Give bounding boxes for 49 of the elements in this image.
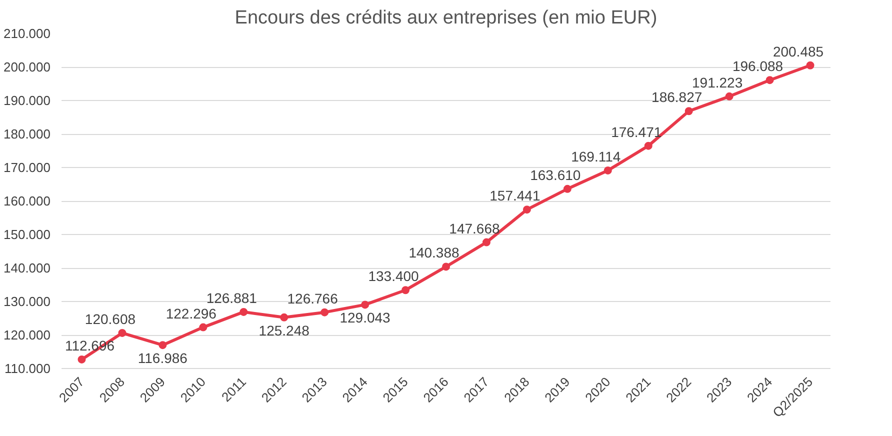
point (725, 92, 734, 100)
data-label: 196.088 (732, 58, 784, 74)
point (240, 308, 248, 316)
point (402, 286, 410, 294)
y-tick-label: 120.000 (4, 328, 51, 342)
data-label: 176.471 (611, 124, 662, 140)
point (361, 300, 370, 309)
point (199, 323, 208, 332)
point (78, 355, 86, 364)
data-label: 126.766 (287, 290, 338, 306)
data-label: 163.610 (530, 166, 581, 183)
y-tick-label: 170.000 (4, 160, 51, 175)
data-label: 133.400 (368, 268, 420, 284)
data-label: 140.388 (408, 244, 460, 261)
point (684, 107, 693, 116)
data-label: 129.043 (340, 310, 391, 326)
point (118, 328, 126, 337)
chart-title: Encours des crédits aux entreprises (en mio EUR) (234, 8, 658, 28)
y-tick-label: 210.000 (4, 26, 51, 41)
data-label: 122.296 (166, 305, 217, 322)
y-tick-label: 200.000 (4, 60, 51, 74)
point (604, 166, 612, 174)
point (280, 313, 288, 322)
point (482, 238, 490, 246)
y-tick-label: 190.000 (4, 93, 51, 108)
data-label: 125.248 (258, 322, 310, 338)
data-label: 147.668 (449, 220, 500, 236)
point (158, 341, 167, 350)
data-label: 200.485 (772, 43, 824, 60)
point (563, 184, 572, 193)
data-label: 191.223 (692, 74, 743, 90)
y-tick-label: 160.000 (4, 194, 51, 208)
data-label: 120.608 (84, 310, 136, 327)
y-tick-label: 180.000 (4, 126, 51, 142)
data-label: 126.881 (206, 290, 258, 306)
data-label: 157.441 (490, 188, 540, 204)
data-label: 169.114 (571, 148, 621, 164)
y-tick-label: 140.000 (4, 260, 51, 276)
point (644, 142, 652, 150)
point (320, 308, 329, 316)
point (442, 262, 450, 271)
point (806, 61, 814, 70)
point (766, 76, 774, 84)
y-tick-label: 130.000 (4, 294, 51, 309)
data-label: 186.827 (652, 89, 702, 106)
data-label: 116.986 (138, 350, 188, 366)
y-tick-label: 150.000 (4, 227, 51, 242)
point (522, 206, 531, 214)
y-tick-label: 110.000 (4, 361, 51, 376)
